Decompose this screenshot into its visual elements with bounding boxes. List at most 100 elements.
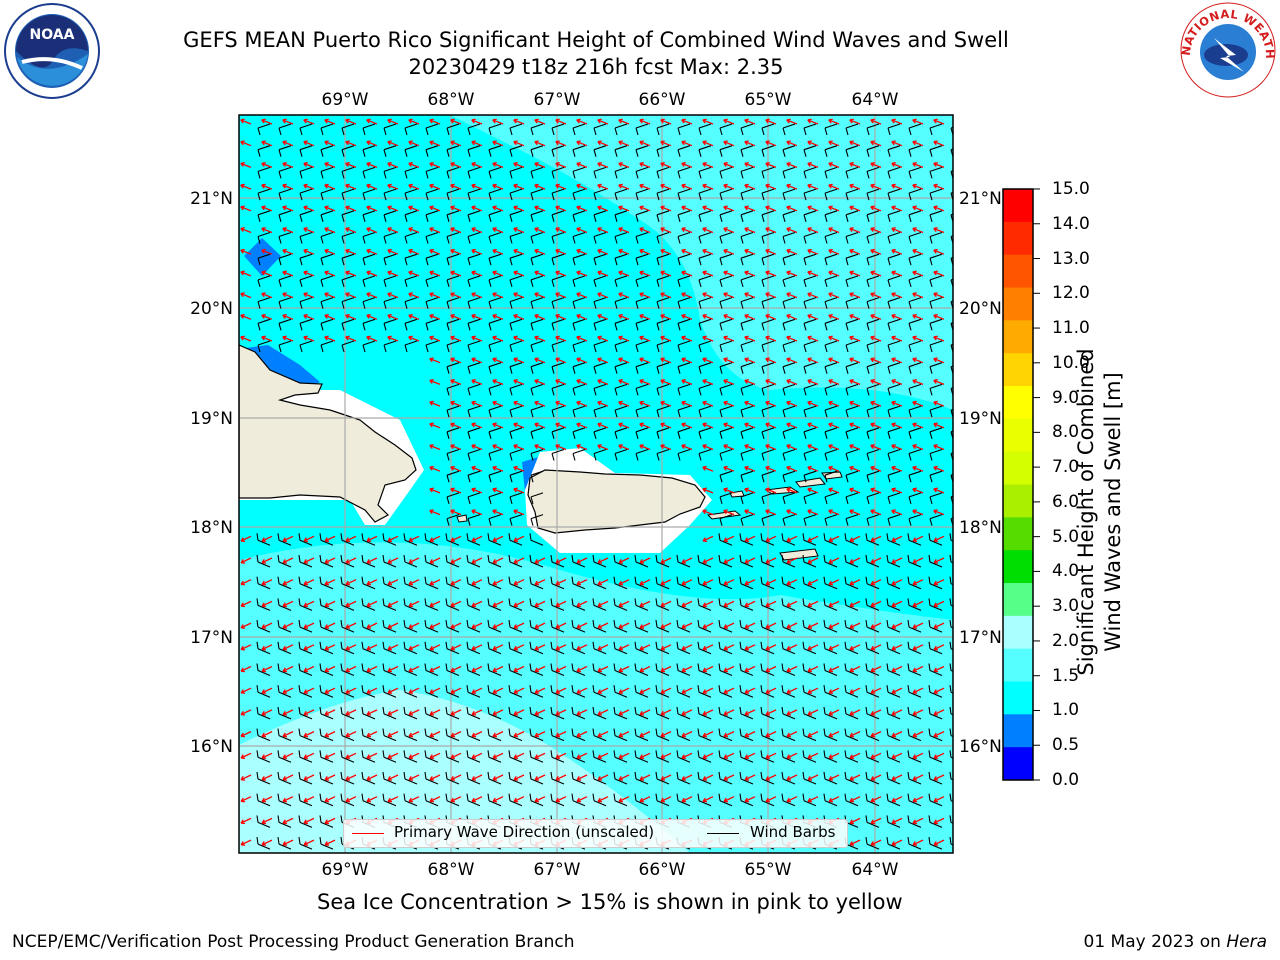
wind-barb: [908, 210, 922, 222]
wave-direction-arrow: [639, 379, 651, 386]
wave-direction-arrow: [450, 796, 462, 803]
wind-barb: [676, 554, 691, 568]
wave-direction-arrow: [891, 796, 903, 803]
wave-direction-arrow: [660, 422, 672, 429]
wind-barb: [340, 685, 355, 698]
wave-direction-arrow: [744, 600, 756, 608]
wind-barb: [886, 771, 901, 785]
wind-barb: [718, 750, 733, 763]
wind-barb: [256, 620, 271, 633]
wave-direction-arrow: [429, 579, 441, 586]
wind-barb: [949, 554, 953, 564]
wave-direction-arrow: [702, 183, 714, 190]
wave-direction-arrow: [261, 313, 273, 320]
wave-direction-arrow: [471, 644, 483, 651]
wave-direction-arrow: [681, 731, 693, 738]
wind-barb: [593, 166, 607, 179]
wind-barb: [887, 145, 901, 157]
wind-barb: [635, 123, 649, 136]
wave-direction-arrow: [660, 248, 672, 255]
wind-barb: [424, 641, 439, 655]
wave-direction-arrow: [807, 183, 819, 190]
wind-barb: [361, 576, 376, 590]
wave-direction-arrow: [261, 644, 273, 651]
wave-direction-arrow: [702, 465, 714, 472]
wind-barb: [823, 620, 838, 633]
wave-direction-arrow: [450, 600, 462, 608]
wave-direction-arrow: [933, 183, 945, 190]
wind-barb: [446, 210, 460, 222]
wave-direction-arrow: [891, 731, 903, 738]
wind-barb: [887, 231, 901, 244]
wind-barb: [949, 620, 953, 629]
wave-direction-arrow: [744, 509, 756, 516]
wave-direction-arrow: [366, 162, 378, 169]
wave-direction-arrow: [471, 709, 483, 716]
wind-barb: [319, 815, 334, 828]
wave-direction-arrow: [471, 622, 483, 629]
wave-direction-arrow: [366, 731, 378, 738]
wind-barb: [844, 533, 859, 546]
wind-barb: [298, 685, 313, 698]
wind-barb: [677, 448, 691, 461]
wave-direction-arrow: [849, 118, 861, 125]
colorbar-tick-label: 14.0: [1052, 213, 1090, 234]
colorbar: [1003, 188, 1040, 781]
wind-barb: [824, 231, 838, 244]
wave-direction-arrow: [660, 118, 672, 125]
legend-wind-barbs-label: Wind Barbs: [750, 823, 836, 841]
wave-direction-arrow: [303, 579, 315, 586]
wind-barb: [718, 576, 733, 590]
wave-direction-arrow: [366, 579, 378, 586]
wind-barb: [340, 663, 355, 677]
wind-barb: [781, 554, 796, 568]
wave-direction-arrow: [408, 162, 420, 169]
wind-barb: [446, 427, 460, 439]
wind-barb: [382, 598, 397, 611]
wind-barb: [446, 297, 460, 309]
wave-direction-arrow: [618, 557, 630, 564]
wind-barb: [488, 448, 502, 461]
wave-direction-arrow: [324, 752, 336, 760]
wave-direction-arrow: [555, 600, 567, 608]
wind-barb: [446, 448, 460, 461]
wave-direction-arrow: [408, 227, 420, 234]
wind-barb: [886, 837, 901, 850]
wind-barb: [593, 210, 607, 222]
wave-direction-arrow: [870, 509, 882, 516]
wind-barb: [277, 533, 292, 546]
wave-direction-arrow: [576, 335, 588, 342]
wind-barb: [466, 598, 481, 611]
wave-direction-arrow: [282, 335, 294, 342]
wave-direction-arrow: [723, 509, 735, 516]
lon-label-top: 68°W: [428, 90, 475, 110]
wave-direction-arrow: [261, 270, 273, 277]
wind-barb: [257, 297, 271, 309]
wave-direction-arrow: [429, 248, 441, 255]
legend-wave-swatch: [352, 833, 384, 834]
wind-barb: [698, 210, 712, 222]
wind-barb: [907, 815, 922, 828]
wind-barb: [446, 166, 460, 179]
wave-direction-arrow: [408, 140, 420, 147]
wind-barb: [634, 706, 649, 720]
wind-barb: [656, 427, 670, 439]
wave-direction-arrow: [282, 817, 294, 825]
wind-barb: [823, 706, 838, 720]
wind-barb: [298, 771, 313, 785]
wave-direction-arrow: [240, 227, 252, 234]
wave-direction-arrow: [807, 535, 819, 543]
wind-barb: [908, 470, 922, 483]
wind-barb: [487, 771, 502, 785]
wave-direction-arrow: [240, 162, 252, 169]
wave-direction-arrow: [324, 292, 336, 299]
wind-barb: [656, 210, 670, 222]
wave-direction-arrow: [555, 400, 567, 407]
wind-barb: [467, 231, 481, 244]
wind-barb: [382, 793, 397, 807]
wind-barb: [866, 297, 880, 309]
wave-direction-arrow: [513, 248, 525, 255]
wave-direction-arrow: [261, 665, 273, 673]
colorbar-tick-label: 6.0: [1052, 491, 1080, 512]
wave-direction-arrow: [849, 379, 861, 386]
